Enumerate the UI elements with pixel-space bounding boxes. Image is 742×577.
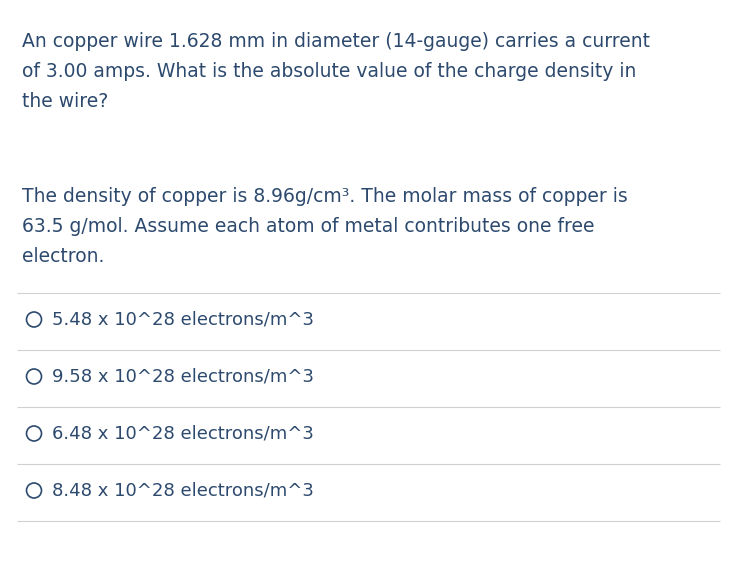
Text: of 3.00 amps. What is the absolute value of the charge density in: of 3.00 amps. What is the absolute value… <box>22 62 637 81</box>
Text: An copper wire 1.628 mm in diameter (14-gauge) carries a current: An copper wire 1.628 mm in diameter (14-… <box>22 32 650 51</box>
Text: electron.: electron. <box>22 247 105 266</box>
Text: The density of copper is 8.96g/cm³. The molar mass of copper is: The density of copper is 8.96g/cm³. The … <box>22 187 628 206</box>
Text: 8.48 x 10^28 electrons/m^3: 8.48 x 10^28 electrons/m^3 <box>51 481 313 500</box>
Text: 63.5 g/mol. Assume each atom of metal contributes one free: 63.5 g/mol. Assume each atom of metal co… <box>22 217 594 236</box>
Text: 5.48 x 10^28 electrons/m^3: 5.48 x 10^28 electrons/m^3 <box>51 310 314 328</box>
Text: the wire?: the wire? <box>22 92 108 111</box>
Text: 9.58 x 10^28 electrons/m^3: 9.58 x 10^28 electrons/m^3 <box>51 368 314 385</box>
Text: 6.48 x 10^28 electrons/m^3: 6.48 x 10^28 electrons/m^3 <box>51 425 313 443</box>
